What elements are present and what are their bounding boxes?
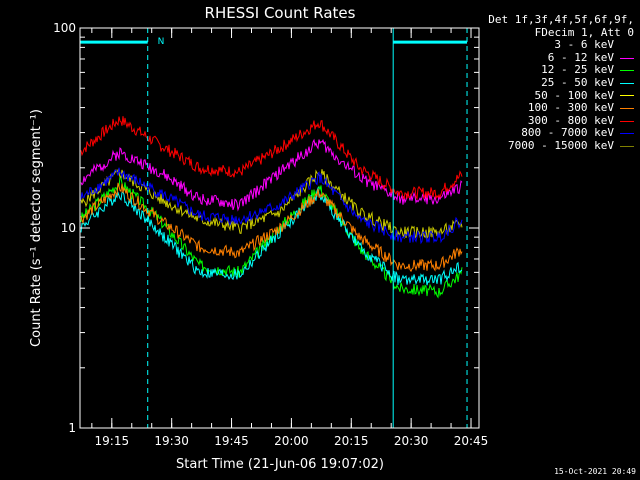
legend-entry: 6 - 12 keV (488, 50, 634, 65)
legend-entries: 3 - 6 keV 6 - 12 keV 12 - 25 keV 25 - 50 ke… (488, 39, 634, 152)
legend-label: 50 - 100 keV (534, 88, 614, 102)
x-tick-label: 19:15 (95, 434, 130, 448)
legend-entry: 800 - 7000 keV (488, 127, 634, 140)
legend-entry: 300 - 800 keV (488, 113, 634, 128)
y-tick-label: 1 (68, 421, 76, 435)
y-axis-label: Count Rate (s⁻¹ detector segment⁻¹) (29, 109, 44, 347)
legend-entry: 3 - 6 keV (488, 39, 634, 52)
legend-swatch (620, 133, 634, 135)
y-tick-label: 100 (53, 21, 76, 35)
annotation-label: N (158, 37, 165, 47)
series-line (80, 186, 463, 286)
legend-swatch (620, 70, 634, 72)
legend-entry: 7000 - 15000 keV (488, 138, 634, 153)
legend-entry: 25 - 50 keV (488, 75, 634, 90)
legend-swatch (620, 57, 634, 59)
legend: Det 1f,3f,4f,5f,6f,9f, FDecim 1, Att 0 3… (488, 13, 634, 153)
legend-label: 6 - 12 keV (547, 50, 614, 64)
legend-header-line-2: FDecim 1, Att 0 (534, 25, 634, 39)
x-tick-label: 19:30 (154, 434, 189, 448)
legend-header-line-1: Det 1f,3f,4f,5f,6f,9f, (488, 13, 634, 26)
legend-label: 12 - 25 keV (541, 63, 614, 77)
x-tick-label: 19:45 (214, 434, 249, 448)
x-tick-label: 20:15 (334, 434, 369, 448)
legend-label: 800 - 7000 keV (521, 126, 614, 140)
legend-label: 100 - 300 keV (527, 101, 614, 115)
legend-swatch (620, 82, 634, 84)
series-line (80, 194, 463, 340)
series-layer (80, 116, 463, 340)
marker-layer (80, 28, 468, 428)
y-tick-label: 10 (61, 221, 76, 235)
legend-label: 3 - 6 keV (554, 38, 614, 52)
x-axis-label: Start Time (21-Jun-06 19:07:02) (176, 457, 384, 472)
series-line (80, 182, 463, 273)
legend-swatch (620, 107, 634, 109)
legend-entry: 50 - 100 keV (488, 88, 634, 103)
legend-swatch (620, 145, 634, 147)
legend-swatch (620, 95, 634, 97)
legend-swatch (620, 44, 634, 46)
series-line (80, 167, 463, 245)
legend-swatch (620, 120, 634, 122)
series-line (80, 116, 463, 201)
date-stamp: 15-Oct-2021 20:49 (554, 467, 636, 476)
legend-label: 300 - 800 keV (527, 113, 614, 127)
axes-layer: 1 10 100 19:15 19:30 19:45 20:00 20:15 20:30 20:4… (53, 21, 488, 448)
legend-label: 25 - 50 keV (541, 75, 614, 89)
x-tick-label: 20:00 (274, 434, 309, 448)
x-tick-label: 20:45 (454, 434, 489, 448)
legend-entry: 12 - 25 keV (488, 64, 634, 77)
x-tick-label: 20:30 (394, 434, 429, 448)
legend-entry: 100 - 300 keV (488, 102, 634, 115)
chart-title: RHESSI Count Rates (205, 4, 356, 22)
legend-label: 7000 - 15000 keV (508, 138, 614, 152)
